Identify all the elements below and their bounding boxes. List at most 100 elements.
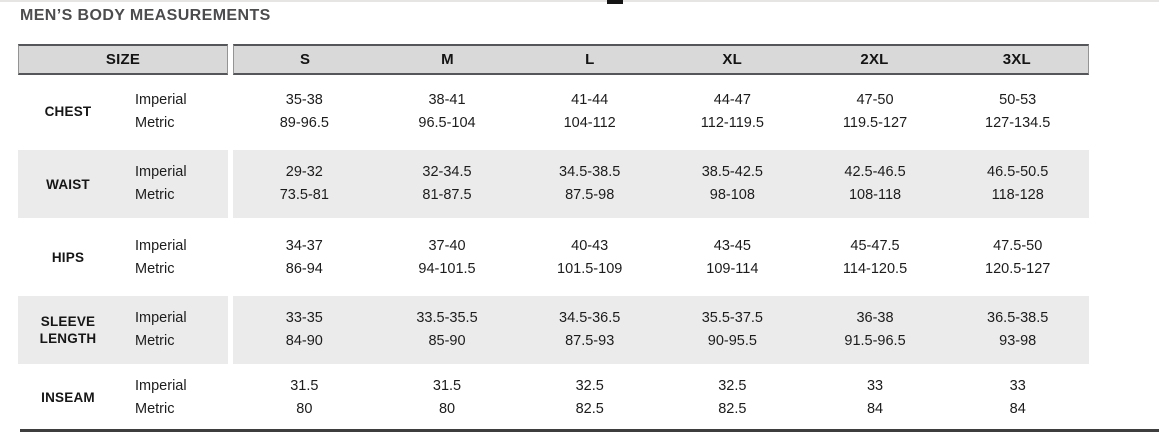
measurement-cell: 34.5-36.5 87.5-93 (518, 296, 661, 364)
row-values: 29-32 73.5-81 32-34.5 81-87.5 34.5-38.5 87.5-… (233, 148, 1089, 221)
imperial-value: 29-32 (285, 164, 323, 180)
column-gap (228, 221, 233, 294)
imperial-value: 34.5-38.5 (559, 164, 621, 180)
size-column-header: 3XL (1002, 51, 1031, 68)
imperial-value: 40-43 (571, 237, 609, 254)
imperial-value: 32.5 (718, 377, 747, 394)
metric-value: 96.5-104 (418, 114, 476, 131)
imperial-value: 31.5 (290, 377, 319, 394)
metric-value: 114-120.5 (842, 260, 908, 277)
measurement-cell: 42.5-46.5 108-118 (804, 150, 947, 218)
row-values: 33-35 84-90 33.5-35.5 85-90 34.5-36.5 87.5-93… (233, 294, 1089, 367)
measurement-cell: 36.5-38.5 93-98 (946, 296, 1089, 364)
metric-value: 87.5-98 (565, 187, 615, 203)
measurement-cell: 34.5-38.5 87.5-98 (518, 150, 661, 218)
imperial-value: 38.5-42.5 (701, 164, 763, 180)
metric-value: 80 (296, 400, 313, 417)
column-gap (228, 148, 233, 221)
metric-value: 87.5-93 (565, 333, 615, 349)
row-label-panel: SLEEVE LENGTH Imperial Metric (18, 294, 228, 367)
metric-value: 85-90 (428, 333, 466, 349)
unit-labels: Imperial Metric (118, 367, 228, 428)
metric-value: 81-87.5 (422, 187, 472, 203)
size-column-header: M (441, 51, 454, 68)
measurement-cell: 38.5-42.5 98-108 (661, 150, 804, 218)
imperial-value: 47.5-50 (993, 237, 1043, 254)
metric-value: 89-96.5 (279, 114, 329, 131)
row-label-panel: INSEAM Imperial Metric (18, 367, 228, 428)
measurement-cell: 31.5 80 (376, 367, 519, 428)
measurement-cell: 47-50 119.5-127 (804, 75, 947, 148)
measurement-cell: 32.5 82.5 (661, 367, 804, 428)
measurement-cell: 41-44 104-112 (518, 75, 661, 148)
metric-value: 101.5-109 (557, 260, 623, 277)
imperial-value: 33.5-35.5 (416, 310, 478, 326)
imperial-value: 37-40 (428, 237, 466, 254)
imperial-value: 47-50 (856, 91, 894, 108)
measurement-cell: 32.5 82.5 (518, 367, 661, 428)
table-body: CHEST Imperial Metric 35-38 89-96.5 38-41 9… (18, 75, 1089, 428)
imperial-value: 36-38 (856, 310, 894, 326)
row-values: 35-38 89-96.5 38-41 96.5-104 41-44 104-112 44-… (233, 75, 1089, 148)
measurement-name: INSEAM (41, 390, 95, 405)
imperial-value: 41-44 (571, 91, 609, 108)
imperial-value: 32.5 (575, 377, 604, 394)
measurement-cell: 32-34.5 81-87.5 (376, 150, 519, 218)
column-gap (228, 294, 233, 367)
metric-value: 84-90 (285, 333, 323, 349)
metric-value: 127-134.5 (985, 114, 1051, 131)
measurement-cell: 45-47.5 114-120.5 (804, 221, 947, 294)
imperial-value: 43-45 (713, 237, 751, 254)
measurement-cell: 33-35 84-90 (233, 296, 376, 364)
imperial-label: Imperial (135, 377, 187, 394)
unit-labels: Imperial Metric (118, 221, 228, 294)
metric-value: 84 (1009, 400, 1026, 417)
table-row: SLEEVE LENGTH Imperial Metric 33-35 84-90… (18, 294, 1089, 367)
column-gap (228, 367, 233, 428)
metric-value: 82.5 (575, 400, 604, 417)
table-row: WAIST Imperial Metric 29-32 73.5-81 32-34.… (18, 148, 1089, 221)
row-values: 34-37 86-94 37-40 94-101.5 40-43 101.5-109 43-… (233, 221, 1089, 294)
measurement-cell: 34-37 86-94 (233, 221, 376, 294)
unit-labels: Imperial Metric (118, 150, 228, 218)
metric-value: 119.5-127 (842, 114, 908, 131)
size-column-header: XL (722, 51, 742, 68)
imperial-value: 45-47.5 (850, 237, 900, 254)
imperial-value: 35.5-37.5 (701, 310, 763, 326)
size-column-header: S (300, 51, 311, 68)
imperial-value: 31.5 (432, 377, 462, 394)
measurement-name: CHEST (44, 104, 92, 119)
size-header-cell: SIZE (18, 44, 228, 75)
metric-label: Metric (135, 400, 175, 417)
metric-value: 84 (866, 400, 884, 417)
imperial-value: 33 (1009, 377, 1026, 394)
measurement-name: HIPS (51, 250, 85, 265)
row-values: 31.5 80 31.5 80 32.5 82.5 32.5 82.5 33 84 33 84 (233, 367, 1089, 428)
measurement-cell: 31.5 80 (233, 367, 376, 428)
imperial-label: Imperial (135, 237, 187, 254)
metric-value: 91.5-96.5 (844, 333, 906, 349)
metric-value: 112-119.5 (700, 114, 764, 131)
measurement-cell: 47.5-50 120.5-127 (946, 221, 1089, 294)
metric-value: 104-112 (563, 114, 616, 131)
table-header-row: SIZE S M L XL 2XL 3XL (18, 44, 1089, 75)
row-label-panel: WAIST Imperial Metric (18, 148, 228, 221)
metric-label: Metric (135, 260, 175, 277)
column-gap (228, 75, 233, 148)
metric-value: 120.5-127 (985, 260, 1051, 277)
metric-label: Metric (135, 114, 175, 131)
size-column-headers: S M L XL 2XL 3XL (233, 44, 1089, 75)
imperial-value: 36.5-38.5 (987, 310, 1049, 326)
metric-value: 90-95.5 (707, 333, 757, 349)
imperial-value: 46.5-50.5 (987, 164, 1049, 180)
imperial-label: Imperial (135, 164, 187, 180)
imperial-value: 33 (866, 377, 884, 394)
metric-label: Metric (135, 187, 175, 203)
metric-value: 86-94 (285, 260, 323, 277)
measurement-cell: 33.5-35.5 85-90 (376, 296, 519, 364)
imperial-value: 34.5-36.5 (559, 310, 621, 326)
imperial-label: Imperial (135, 310, 187, 326)
table-row: CHEST Imperial Metric 35-38 89-96.5 38-41 9… (18, 75, 1089, 148)
size-column-header: L (585, 51, 595, 68)
metric-value: 82.5 (718, 400, 747, 417)
